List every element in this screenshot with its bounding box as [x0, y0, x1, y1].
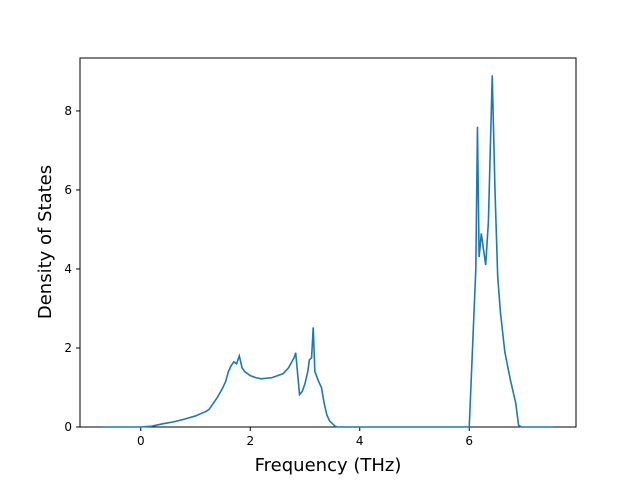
line	[102, 75, 554, 428]
y-tick-label: 4	[64, 262, 72, 276]
y-axis-label: Density of States	[35, 165, 56, 319]
x-tick-label: 4	[356, 434, 364, 448]
y-tick-label: 0	[64, 420, 72, 434]
x-tick-label: 2	[246, 434, 254, 448]
y-tick-label: 6	[64, 183, 72, 197]
y-tick-label: 8	[64, 104, 72, 118]
x-axis-label: Frequency (THz)	[255, 455, 402, 476]
plot-frame	[79, 57, 577, 428]
x-tick-label: 0	[137, 434, 145, 448]
x-tick-label: 6	[465, 434, 473, 448]
y-tick-label: 2	[64, 341, 72, 355]
